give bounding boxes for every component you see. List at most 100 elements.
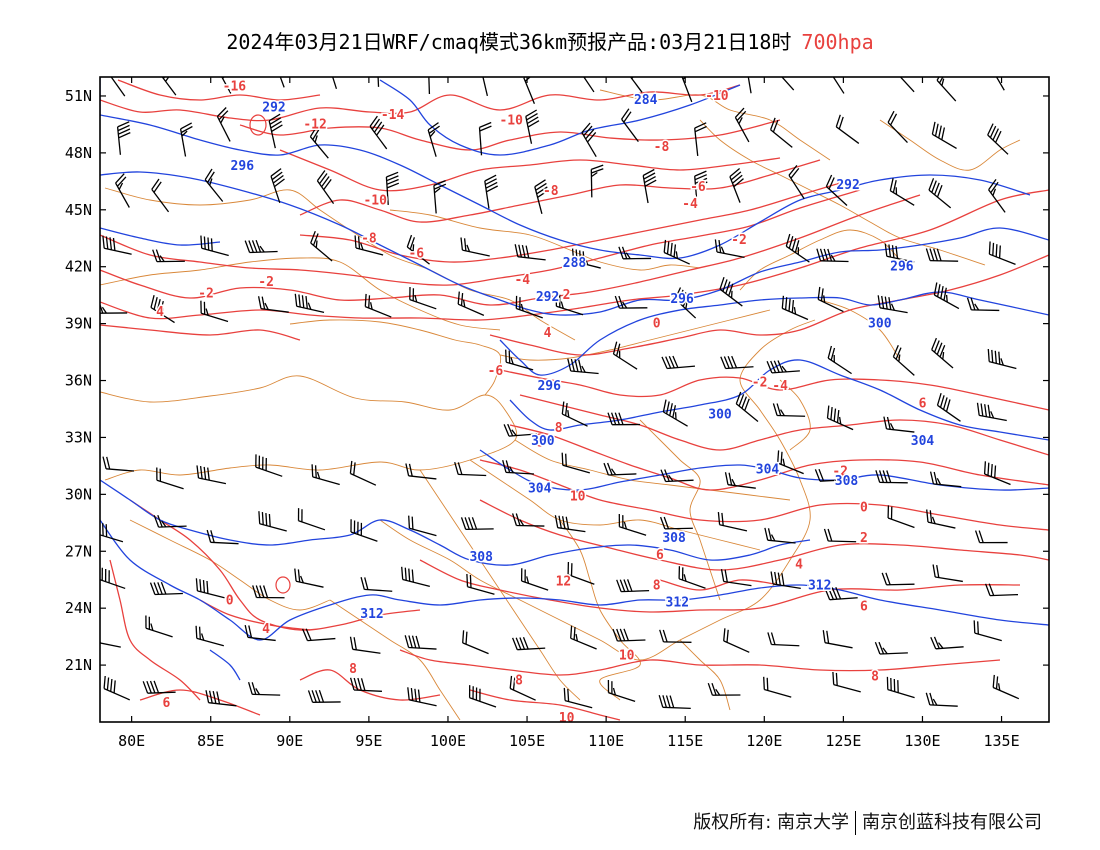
- height-label: 284: [634, 93, 658, 108]
- barb-flag: [658, 695, 664, 708]
- wind-barb: [316, 170, 335, 204]
- barb-flag: [721, 512, 724, 526]
- boundary-line: [819, 299, 901, 361]
- wind-barb: [607, 412, 641, 426]
- barb-flag: [659, 629, 665, 643]
- barb-flag: [209, 178, 213, 186]
- barb-flag: [625, 252, 631, 260]
- barb-flag: [976, 402, 980, 416]
- barb-staff: [989, 593, 1019, 597]
- barb-flag: [883, 416, 888, 430]
- barb-staff: [433, 185, 437, 214]
- wind-barb: [350, 519, 378, 542]
- barb-flag: [833, 408, 837, 422]
- barb-flag: [149, 582, 156, 595]
- barb-flag: [886, 470, 892, 483]
- barb-flag: [998, 351, 1001, 365]
- barb-flag: [205, 690, 210, 703]
- barb-staff: [151, 189, 170, 213]
- barb-flag: [314, 135, 318, 143]
- barb-flag: [723, 628, 726, 641]
- barb-flag: [581, 122, 591, 134]
- barb-flag: [217, 60, 226, 69]
- wind-barb: [302, 628, 336, 642]
- barb-flag: [644, 179, 657, 187]
- barb-flag: [159, 300, 164, 314]
- temperature-isoline: [489, 254, 1049, 356]
- barb-staff: [935, 576, 963, 583]
- wind-barb: [466, 573, 495, 595]
- barb-flag: [666, 241, 670, 255]
- wind-barb: [364, 293, 392, 318]
- temperature-isoline: [239, 119, 781, 151]
- wind-barb: [110, 77, 126, 97]
- wind-barb: [674, 287, 697, 319]
- barb-flag: [833, 69, 836, 76]
- temperature-label: -2: [198, 286, 214, 301]
- barb-flag: [720, 356, 727, 369]
- barb-flag: [992, 242, 995, 256]
- barb-flag: [368, 295, 371, 308]
- barb-staff: [198, 477, 227, 485]
- barb-flag: [825, 174, 833, 187]
- barb-staff: [482, 77, 489, 97]
- boundary-line: [129, 519, 331, 611]
- barb-flag: [265, 513, 268, 526]
- barb-flag: [994, 350, 997, 364]
- barb-flag: [294, 293, 298, 307]
- barb-flag: [707, 682, 714, 696]
- barb-staff: [145, 627, 173, 638]
- barb-flag: [728, 472, 733, 486]
- barb-staff: [465, 528, 494, 531]
- barb-flag: [831, 63, 839, 73]
- barb-staff: [525, 116, 533, 144]
- barb-flag: [196, 465, 200, 479]
- barb-flag: [665, 356, 672, 369]
- barb-staff: [735, 403, 759, 422]
- barb-flag: [623, 579, 630, 592]
- barb-staff: [581, 132, 597, 157]
- temperature-isoline: [100, 189, 1049, 321]
- barb-flag: [977, 621, 979, 635]
- barb-flag: [668, 356, 675, 369]
- barb-flag: [974, 530, 981, 543]
- boundary-line: [389, 209, 701, 271]
- barb-staff: [899, 77, 915, 93]
- barb-flag: [835, 114, 841, 128]
- barb-staff: [408, 646, 437, 650]
- barb-flag: [725, 281, 731, 294]
- barb-flag: [101, 306, 108, 314]
- wind-barb: [204, 168, 224, 202]
- barb-flag: [271, 124, 283, 132]
- height-label: 304: [756, 463, 780, 478]
- barb-staff: [332, 77, 338, 90]
- barb-flag: [591, 164, 604, 171]
- barb-staff: [892, 356, 915, 376]
- barb-flag: [261, 512, 264, 525]
- barb-flag: [578, 59, 586, 69]
- barb-flag: [570, 625, 573, 639]
- barb-flag: [627, 62, 634, 72]
- barb-flag: [900, 70, 902, 77]
- barb-flag: [727, 356, 734, 369]
- barb-flag: [683, 574, 687, 582]
- barb-flag: [152, 249, 158, 262]
- wind-barb: [614, 295, 648, 309]
- wind-barb: [294, 293, 325, 313]
- wind-barb: [835, 114, 860, 144]
- temperature-isoline: [139, 689, 261, 716]
- barb-flag: [731, 355, 738, 369]
- temperature-label: 10: [619, 649, 635, 664]
- wind-barb: [992, 674, 1020, 700]
- wind-barb: [482, 77, 489, 97]
- barb-flag: [673, 244, 677, 258]
- barb-flag: [584, 257, 589, 266]
- barb-staff: [350, 531, 378, 542]
- wind-barb: [145, 615, 173, 638]
- barb-flag: [788, 298, 791, 312]
- barb-flag: [885, 572, 891, 585]
- barb-flag: [942, 352, 945, 360]
- barb-flag: [353, 637, 357, 650]
- barb-flag: [252, 585, 258, 598]
- temperature-label: 6: [919, 396, 927, 411]
